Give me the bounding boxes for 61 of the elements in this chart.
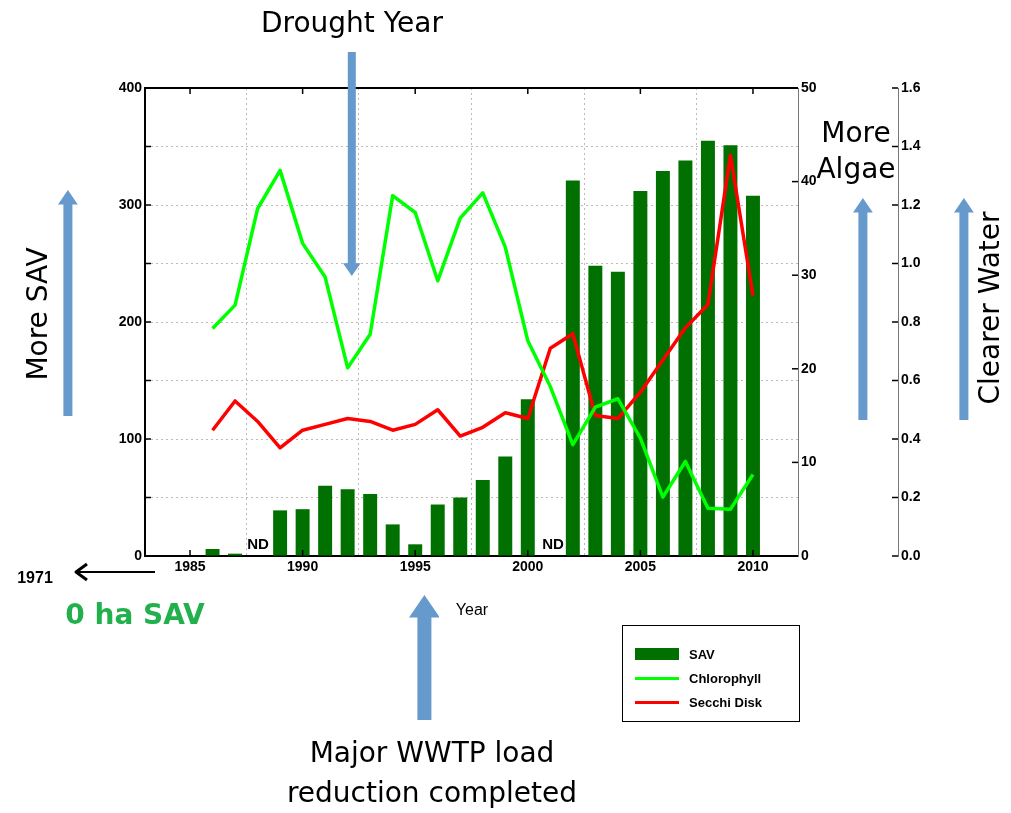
bar: [520, 399, 535, 556]
annotation: ND: [247, 535, 269, 553]
y3-tick-label: 0.6: [901, 371, 921, 388]
legend-label: Secchi Disk: [689, 694, 762, 710]
bar: [430, 504, 445, 556]
y2-tick-label: 30: [801, 266, 817, 283]
y2-tick-label: 50: [801, 78, 817, 95]
text: 1971: [17, 569, 53, 587]
x-tick-label: 1985: [174, 558, 206, 575]
text: 0 ha SAV: [65, 598, 206, 632]
bar: [205, 548, 220, 556]
y2-axis-title: More Algae: [816, 116, 896, 186]
y3-tick-label: 0.8: [901, 312, 921, 329]
annotation: ND: [542, 535, 564, 553]
x-tick-label: 2005: [624, 558, 657, 575]
bar: [273, 510, 288, 556]
bar: [745, 195, 760, 556]
y-tick-label: 300: [118, 195, 143, 212]
x-tick-label: 1990: [287, 558, 319, 575]
y-tick-label: 0: [134, 546, 143, 563]
bar: [565, 180, 580, 556]
y3-tick-label: 1.2: [901, 195, 921, 212]
bar: [588, 265, 603, 556]
y-axis-title: More SAV: [21, 247, 55, 381]
y3-tick-label: 1.0: [901, 254, 921, 271]
y3-tick-label: 1.6: [901, 78, 921, 95]
bar: [318, 485, 333, 556]
bar: [363, 493, 378, 556]
bar: [700, 140, 715, 556]
text: Drought Year: [260, 6, 444, 40]
y3-tick-label: 0.2: [901, 488, 921, 505]
legend-label: SAV: [689, 646, 715, 662]
y-tick-label: 400: [118, 78, 143, 95]
y3-axis-title: Clearer Water: [973, 211, 1007, 405]
x-tick-label: 2010: [737, 558, 769, 575]
bar: [475, 479, 490, 556]
y2-tick-label: 20: [801, 359, 817, 376]
y-tick-label: 200: [118, 312, 143, 329]
bar: [295, 509, 310, 556]
bar: [723, 145, 738, 556]
bar: [655, 171, 670, 556]
y2-tick-label: 10: [801, 453, 817, 470]
bar: [453, 497, 468, 556]
bar: [610, 271, 625, 556]
x-axis-title: Year: [455, 601, 489, 619]
bar: [385, 524, 400, 556]
bar: [498, 456, 513, 556]
y2-tick-label: 0: [801, 546, 809, 563]
y2-tick-label: 40: [801, 172, 817, 189]
bar: [340, 489, 355, 556]
x-tick-label: 2000: [512, 558, 544, 575]
text: Major WWTP load reduction completed: [286, 736, 578, 810]
y3-tick-label: 1.4: [901, 137, 921, 154]
legend-label: Chlorophyll: [689, 670, 762, 686]
y-tick-label: 100: [118, 429, 143, 446]
bar: [408, 544, 423, 556]
y3-tick-label: 0.0: [901, 546, 921, 563]
x-tick-label: 1995: [399, 558, 431, 575]
bar: [633, 190, 648, 556]
bar: [678, 160, 693, 556]
y3-tick-label: 0.4: [901, 429, 921, 446]
